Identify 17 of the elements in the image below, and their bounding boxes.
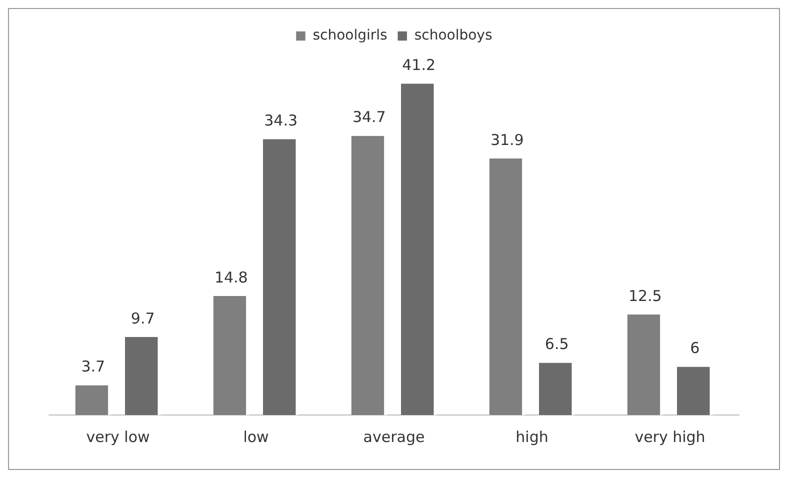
data-label: 41.2 (402, 56, 436, 74)
legend-label: schoolboys (414, 28, 492, 44)
x-tick-label: very high (634, 428, 706, 446)
data-label: 31.9 (490, 130, 524, 149)
data-label: 6 (690, 339, 700, 358)
legend-label: schoolgirls (312, 28, 388, 44)
data-label: 9.7 (130, 309, 155, 328)
x-tick-label: very low (86, 428, 150, 446)
data-label: 3.7 (81, 358, 106, 376)
x-tick-label: low (243, 428, 269, 446)
data-label: 6.5 (544, 335, 569, 354)
x-tick-label: high (516, 428, 548, 446)
data-label: 12.5 (628, 286, 662, 305)
x-tick-label: average (363, 428, 425, 446)
data-label: 34.3 (264, 111, 298, 130)
data-label: 34.7 (352, 108, 386, 126)
data-label: 14.8 (214, 268, 248, 286)
